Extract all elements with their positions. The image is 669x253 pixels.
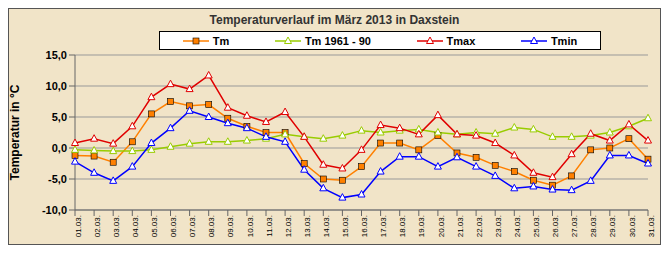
svg-text:17.03.: 17.03. xyxy=(379,215,388,237)
svg-text:31.03.: 31.03. xyxy=(647,215,656,237)
html-text:Tm: Tm xyxy=(212,34,230,47)
svg-text:07.03.: 07.03. xyxy=(188,215,197,237)
html-text:Tmax: Tmax xyxy=(446,34,476,47)
svg-text:5,0: 5,0 xyxy=(52,111,67,123)
svg-text:12.03.: 12.03. xyxy=(284,215,293,237)
svg-text:03.03.: 03.03. xyxy=(112,215,121,237)
svg-text:21.03.: 21.03. xyxy=(456,215,465,237)
svg-text:24.03.: 24.03. xyxy=(513,215,522,237)
svg-text:11.03.: 11.03. xyxy=(265,215,274,237)
svg-text:14.03.: 14.03. xyxy=(322,215,331,237)
svg-text:05.03.: 05.03. xyxy=(150,215,159,237)
svg-text:-5,0: -5,0 xyxy=(48,173,67,185)
svg-text:20.03.: 20.03. xyxy=(437,215,446,237)
svg-text:13.03.: 13.03. xyxy=(303,215,312,237)
svg-text:02.03.: 02.03. xyxy=(93,215,102,237)
svg-text:27.03.: 27.03. xyxy=(570,215,579,237)
svg-text:09.03.: 09.03. xyxy=(226,215,235,237)
svg-text:16.03.: 16.03. xyxy=(360,215,369,237)
svg-text:15,0: 15,0 xyxy=(46,49,67,61)
svg-text:29.03.: 29.03. xyxy=(608,215,617,237)
svg-text:Temperatur in °C: Temperatur in °C xyxy=(9,84,22,180)
svg-text:18.03.: 18.03. xyxy=(398,215,407,237)
svg-text:25.03.: 25.03. xyxy=(532,215,541,237)
svg-text:04.03.: 04.03. xyxy=(131,215,140,237)
svg-text:22.03.: 22.03. xyxy=(475,215,484,237)
svg-text:23.03.: 23.03. xyxy=(494,215,503,237)
svg-text:28.03.: 28.03. xyxy=(589,215,598,237)
svg-text:26.03.: 26.03. xyxy=(551,215,560,237)
svg-text:10.03.: 10.03. xyxy=(246,215,255,237)
svg-text:15.03.: 15.03. xyxy=(341,215,350,237)
svg-text:19.03.: 19.03. xyxy=(417,215,426,237)
svg-text:01.03.: 01.03. xyxy=(74,215,83,237)
svg-text:10,0: 10,0 xyxy=(46,80,67,92)
html-text:Tm 1961 - 90: Tm 1961 - 90 xyxy=(304,34,371,47)
html-text:Tmin: Tmin xyxy=(550,34,578,47)
svg-text:0,0: 0,0 xyxy=(52,142,67,154)
svg-text:-10,0: -10,0 xyxy=(42,204,67,216)
svg-text:08.03.: 08.03. xyxy=(207,215,216,237)
html-text:Temperaturverlauf im März 2013: Temperaturverlauf im März 2013 in Daxste… xyxy=(209,13,460,27)
svg-text:06.03.: 06.03. xyxy=(169,215,178,237)
svg-text:30.03.: 30.03. xyxy=(628,215,637,237)
